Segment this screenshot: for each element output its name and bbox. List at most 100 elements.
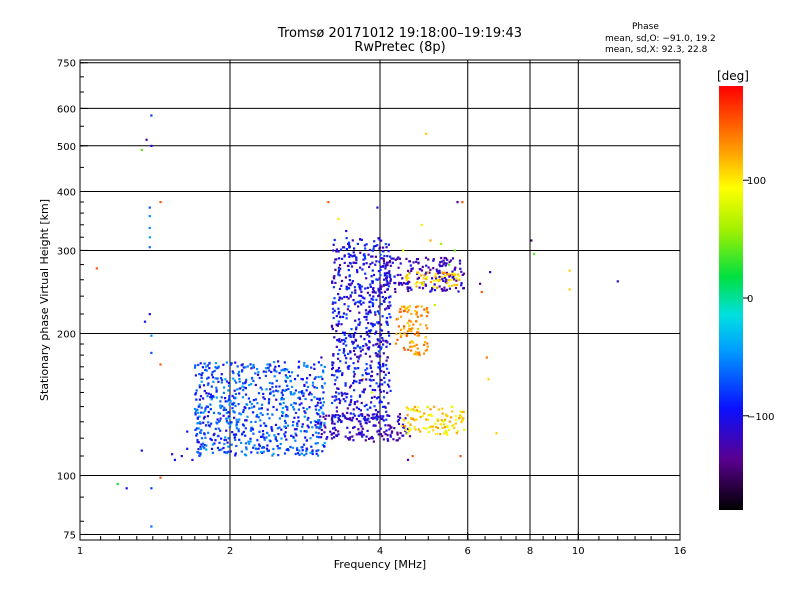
data-point xyxy=(340,297,344,300)
data-point xyxy=(193,407,197,411)
data-point xyxy=(305,430,308,433)
data-point xyxy=(271,386,274,389)
data-point xyxy=(410,269,413,272)
data-point xyxy=(387,272,391,275)
data-point xyxy=(429,408,432,411)
data-point xyxy=(341,315,345,318)
data-point xyxy=(351,255,354,258)
data-point xyxy=(223,438,226,442)
data-point xyxy=(234,404,237,408)
data-point xyxy=(280,396,283,399)
data-point xyxy=(375,382,378,385)
data-point xyxy=(441,412,444,415)
data-point xyxy=(381,383,384,386)
data-point xyxy=(350,265,354,268)
data-point xyxy=(371,255,374,258)
data-point xyxy=(461,418,464,422)
data-point xyxy=(335,398,338,401)
data-point xyxy=(407,289,410,293)
data-point xyxy=(459,410,462,413)
data-point xyxy=(289,391,292,394)
data-point xyxy=(368,420,371,423)
data-point xyxy=(454,266,457,269)
data-point xyxy=(372,287,375,290)
data-point xyxy=(253,405,256,408)
data-point xyxy=(334,379,337,382)
data-point xyxy=(382,363,385,366)
data-point xyxy=(320,375,323,378)
data-point xyxy=(446,273,449,276)
data-point xyxy=(335,248,338,251)
data-point xyxy=(381,295,384,299)
data-point xyxy=(360,425,363,428)
data-point xyxy=(275,389,278,392)
data-point xyxy=(354,319,357,322)
data-point xyxy=(374,424,377,427)
data-point xyxy=(406,287,409,290)
data-point xyxy=(200,411,203,414)
data-point xyxy=(218,419,221,422)
data-point xyxy=(260,388,264,391)
data-point xyxy=(336,376,339,379)
data-point xyxy=(225,411,228,415)
data-point xyxy=(244,380,247,383)
data-point xyxy=(298,453,301,456)
data-point xyxy=(344,340,347,343)
data-point xyxy=(359,350,362,353)
data-point xyxy=(222,414,225,417)
data-point xyxy=(359,266,362,269)
data-point xyxy=(389,273,392,276)
data-point xyxy=(461,201,464,204)
data-point xyxy=(244,442,248,445)
data-point xyxy=(384,296,387,300)
data-point xyxy=(338,401,341,405)
data-point xyxy=(194,393,197,396)
data-point xyxy=(375,298,378,301)
data-point xyxy=(196,417,199,420)
data-point xyxy=(209,437,212,440)
data-point xyxy=(411,327,414,330)
data-point xyxy=(347,252,350,256)
data-point xyxy=(315,386,318,389)
data-point xyxy=(269,440,272,443)
data-point xyxy=(458,274,461,278)
data-point xyxy=(396,257,399,260)
data-point xyxy=(223,442,226,446)
data-point xyxy=(257,447,260,450)
data-point xyxy=(405,307,409,310)
data-point xyxy=(286,415,289,418)
data-point xyxy=(376,321,379,324)
data-point xyxy=(349,335,352,338)
data-point xyxy=(489,271,492,274)
data-point xyxy=(375,330,378,333)
data-point xyxy=(424,349,427,352)
data-point xyxy=(358,381,361,385)
data-point xyxy=(450,274,454,277)
data-point xyxy=(214,439,217,442)
data-point xyxy=(283,389,286,392)
data-point xyxy=(186,447,189,450)
data-point xyxy=(369,311,372,314)
data-point xyxy=(222,408,225,412)
data-point xyxy=(240,364,243,367)
data-point xyxy=(268,398,271,401)
data-point xyxy=(382,390,385,393)
data-point xyxy=(347,334,351,337)
data-point xyxy=(378,367,382,370)
data-point xyxy=(310,399,313,402)
data-point xyxy=(361,414,364,417)
data-point xyxy=(237,370,241,373)
data-point xyxy=(362,417,365,420)
data-point xyxy=(222,391,225,394)
data-point xyxy=(394,288,397,291)
data-point xyxy=(276,427,279,430)
data-point xyxy=(194,428,197,431)
data-point xyxy=(231,394,234,398)
data-point xyxy=(319,401,322,404)
data-point xyxy=(345,396,348,399)
data-point xyxy=(351,280,354,283)
data-point xyxy=(266,431,269,435)
data-point xyxy=(234,361,237,364)
data-point xyxy=(337,307,340,310)
data-point xyxy=(314,442,317,445)
